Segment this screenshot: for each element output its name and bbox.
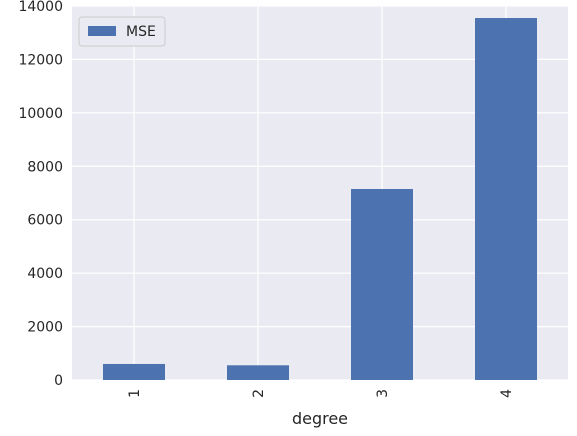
y-tick-label: 12000 (18, 52, 63, 68)
legend-box (78, 16, 166, 47)
y-tick-label: 2000 (27, 320, 63, 336)
x-tick-labels: 1 2 3 4 (127, 389, 515, 398)
bar-degree-2 (227, 365, 289, 380)
x-tick-label: 3 (375, 389, 391, 398)
y-tick-label: 10000 (18, 106, 63, 122)
bars (103, 18, 537, 381)
legend-swatch-mse (88, 26, 116, 36)
x-tick-label: 1 (127, 389, 143, 398)
legend-label-mse: MSE (126, 24, 156, 40)
x-axis-label: degree (292, 409, 348, 428)
y-tick-label: 8000 (27, 159, 63, 175)
x-tick-label: 4 (499, 389, 515, 398)
x-tick-label: 2 (251, 389, 267, 398)
y-tick-label: 6000 (27, 213, 63, 229)
bar-degree-3 (351, 188, 413, 380)
y-tick-label: 0 (54, 373, 63, 389)
y-tick-label: 14000 (18, 0, 63, 15)
y-tick-label: 4000 (27, 266, 63, 282)
legend: MSE (78, 16, 166, 47)
y-tick-labels: 0 2000 4000 6000 8000 10000 12000 14000 (18, 0, 63, 389)
bar-degree-1 (103, 363, 165, 380)
bar-degree-4 (475, 18, 537, 381)
